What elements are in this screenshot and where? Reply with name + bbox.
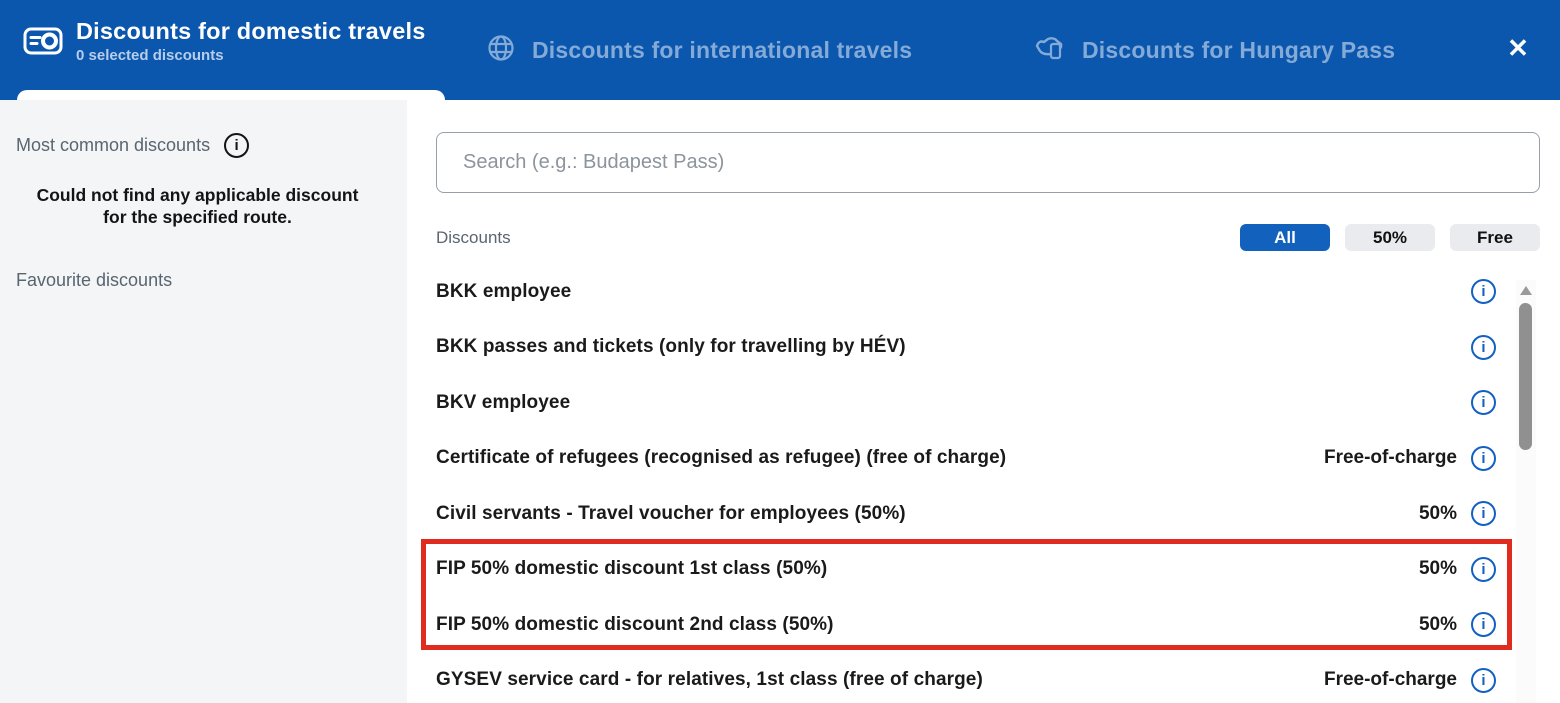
filter-group: All 50% Free <box>1240 224 1540 251</box>
sidebar: Most common discounts i Could not find a… <box>0 100 407 703</box>
discount-row[interactable]: FIP 50% domestic discount 2nd class (50%… <box>436 597 1496 653</box>
discount-value: Free-of-charge <box>1323 447 1457 469</box>
info-icon[interactable]: i <box>1471 612 1496 638</box>
discount-row[interactable]: BKK employee i <box>436 264 1496 320</box>
scrollbar-thumb[interactable] <box>1519 303 1532 450</box>
discount-row[interactable]: Civil servants - Travel voucher for empl… <box>436 486 1496 542</box>
search-input[interactable] <box>436 132 1540 193</box>
active-tab-indicator <box>17 90 445 100</box>
discount-value: 50% <box>1418 502 1457 524</box>
discount-name: FIP 50% domestic discount 1st class (50%… <box>436 558 828 580</box>
discount-value: 50% <box>1418 613 1457 635</box>
discount-row[interactable]: BKK passes and tickets (only for travell… <box>436 320 1496 376</box>
info-icon[interactable]: i <box>1471 390 1496 416</box>
filter-button[interactable]: All <box>1240 224 1330 251</box>
discount-value: 50% <box>1418 558 1457 580</box>
discount-name: BKK passes and tickets (only for travell… <box>436 336 906 358</box>
sidebar-section-label: Most common discounts <box>16 135 211 155</box>
discount-row[interactable]: Certificate of refugees (recognised as r… <box>436 431 1496 487</box>
info-icon[interactable]: i <box>1470 279 1496 305</box>
no-discount-message: Could not find any applicable discount f… <box>36 185 359 228</box>
info-icon[interactable]: i <box>224 133 250 158</box>
sidebar-section-label: Favourite discounts <box>16 270 173 290</box>
info-icon[interactable]: i <box>1471 501 1496 527</box>
discount-list: BKK employee i BKK passes and tickets (o… <box>436 264 1496 703</box>
discount-row[interactable]: FIP 50% domestic discount 1st class (50%… <box>436 542 1496 598</box>
discount-name: GYSEV service card - for relatives, 1st … <box>436 669 983 691</box>
globe-icon <box>487 34 515 67</box>
tab-label: Discounts for Hungary Pass <box>1082 36 1396 63</box>
filter-button[interactable]: Free <box>1450 224 1540 251</box>
close-icon[interactable]: ✕ <box>1498 28 1538 68</box>
discount-row[interactable]: GYSEV service card - for relatives, 1st … <box>436 653 1496 703</box>
discount-name: FIP 50% domestic discount 2nd class (50%… <box>436 613 834 635</box>
info-icon[interactable]: i <box>1471 445 1496 471</box>
tab-hungary-pass-discounts[interactable]: Discounts for Hungary Pass <box>1035 0 1395 100</box>
sidebar-item-most-common-discounts[interactable]: Most common discounts i <box>16 133 250 158</box>
sidebar-item-favourite-discounts[interactable]: Favourite discounts <box>16 270 172 291</box>
hungary-map-ticket-icon <box>1035 34 1065 67</box>
discount-name: Certificate of refugees (recognised as r… <box>436 447 1007 469</box>
discounts-label: Discounts <box>436 227 511 247</box>
discounts-panel: Discounts All 50% Free BKK employee i BK… <box>407 100 1560 703</box>
filter-button[interactable]: 50% <box>1345 224 1435 251</box>
info-icon[interactable]: i <box>1470 334 1496 360</box>
scroll-up-arrow-icon[interactable] <box>1520 286 1532 295</box>
discount-name: Civil servants - Travel voucher for empl… <box>436 502 906 524</box>
discount-card-icon <box>22 25 64 62</box>
info-icon[interactable]: i <box>1471 667 1496 693</box>
tab-label: Discounts for international travels <box>532 36 913 63</box>
tab-title: Discounts for domestic travels <box>76 18 426 44</box>
info-icon[interactable]: i <box>1471 556 1496 582</box>
scrollbar[interactable] <box>1516 280 1536 703</box>
selected-discounts-count: 0 selected discounts <box>76 47 224 64</box>
tab-international-discounts[interactable]: Discounts for international travels <box>487 0 912 100</box>
discount-name: BKV employee <box>436 391 571 413</box>
list-header: Discounts All 50% Free <box>436 224 1540 251</box>
dialog-header: Discounts for domestic travels 0 selecte… <box>0 0 1560 100</box>
discount-name: BKK employee <box>436 280 572 302</box>
discount-value: Free-of-charge <box>1323 669 1457 691</box>
discount-row[interactable]: BKV employee i <box>436 375 1496 431</box>
tab-domestic-discounts[interactable]: Discounts for domestic travels 0 selecte… <box>22 18 425 64</box>
